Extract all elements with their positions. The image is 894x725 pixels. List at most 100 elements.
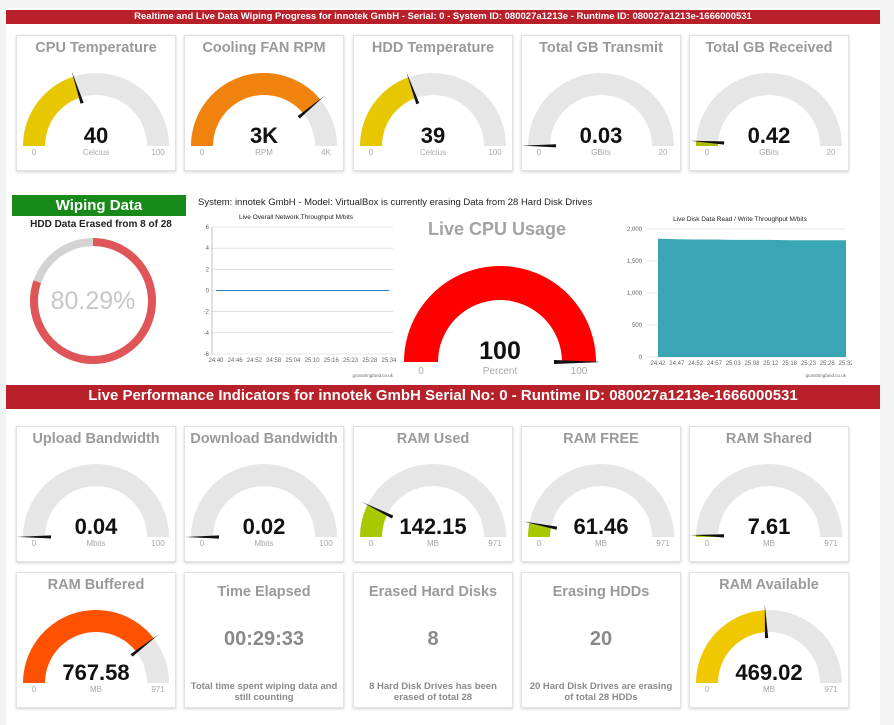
gauge-min: 0	[200, 539, 205, 548]
gauge-needle	[764, 604, 769, 639]
gauge-unit: MB	[595, 539, 607, 548]
x-tick-label: 25:04	[285, 358, 301, 364]
y-tick-label: 1,500	[627, 259, 643, 265]
gauge-unit: MB	[763, 685, 775, 694]
gauge-unit: MB	[90, 685, 102, 694]
gauge-title: RAM Used	[396, 431, 470, 447]
gauge-unit: MB	[427, 539, 439, 548]
gauge-needle	[362, 502, 394, 519]
gauge-unit: GBits	[591, 148, 611, 157]
x-tick-label: 25:28	[820, 361, 836, 367]
gauge-fill	[23, 610, 154, 683]
gauge-max: 971	[824, 539, 838, 548]
dashboard: Realtime and Live Data Wiping Progress f…	[6, 8, 880, 725]
gauge-value: 3K	[250, 123, 278, 148]
gauge-value: 142.15	[399, 514, 466, 539]
time-elapsed-card: Time Elapsed 00:29:33 Total time spent w…	[184, 572, 344, 708]
gauge-fill	[360, 77, 416, 146]
cooling-fan-rpm-gauge: Cooling FAN RPM 3K 0 RPM 4K	[184, 35, 344, 171]
cpu-temperature-gauge: CPU Temperature 40 0 Celcius 100	[16, 35, 176, 171]
gauge-track	[360, 464, 506, 537]
gauge-dial: 469.02 0 MB 971	[696, 604, 842, 694]
x-tick-label: 24:58	[266, 358, 282, 364]
gauge-track	[23, 464, 169, 537]
wiping-data-subtitle: HDD Data Erased from 8 of 28	[30, 219, 172, 230]
x-tick-label: 24:47	[669, 361, 685, 367]
wiping-progress-ring: 80.29%	[30, 238, 156, 364]
chart-title: Live Overall Network Throughput M/bits	[239, 214, 354, 221]
gauge-fill	[696, 610, 767, 683]
y-tick-label: 4	[206, 246, 210, 252]
gauge-dial: 0.02 0 Mbits 100	[185, 464, 337, 548]
gauge-title: RAM Available	[719, 577, 819, 593]
gauge-title: Upload Bandwidth	[32, 431, 160, 447]
gauge-needle	[17, 535, 52, 539]
series-area	[658, 238, 846, 357]
gauge-min: 0	[537, 539, 542, 548]
gauge-value: 61.46	[573, 514, 628, 539]
gauge-max: 100	[319, 539, 333, 548]
x-tick-label: 25:08	[744, 361, 760, 367]
gauge-value: 0.04	[75, 514, 119, 539]
x-tick-label: 25:10	[305, 358, 321, 364]
hdd-temperature-gauge: HDD Temperature 39 0 Celcius 100	[353, 35, 513, 171]
x-tick-label: 24:40	[208, 358, 224, 364]
gauge-title: HDD Temperature	[371, 40, 495, 56]
y-tick-label: 2	[206, 267, 210, 273]
erased-hard-disks-card: Erased Hard Disks 8 8 Hard Disk Drives h…	[353, 572, 513, 708]
x-tick-label: 24:42	[650, 361, 666, 367]
x-tick-label: 24:52	[247, 358, 263, 364]
gauge-max: 4K	[321, 148, 331, 157]
gauge-title: RAM Buffered	[47, 577, 145, 593]
gauge-min: 0	[32, 539, 37, 548]
gauge-title: Total GB Transmit	[539, 40, 663, 56]
x-tick-label: 25:03	[726, 361, 742, 367]
gauge-max: 20	[659, 148, 668, 157]
gauge-unit: Celcius	[420, 148, 446, 157]
system-status-text: System: innotek GmbH - Model: VirtualBox…	[198, 197, 593, 208]
ram-buffered-gauge: RAM Buffered 767.58 0 MB 971	[16, 572, 176, 708]
cpu-usage-title: Live CPU Usage	[427, 219, 567, 239]
wiping-data-title: Wiping Data	[12, 195, 186, 216]
y-tick-label: -4	[204, 331, 210, 337]
gauge-needle	[297, 95, 325, 119]
gauge-unit: RPM	[255, 148, 273, 157]
gauge-unit: Celcius	[83, 148, 109, 157]
ram-available-gauge: RAM Available 469.02 0 MB 971	[689, 572, 849, 708]
gauge-dial: 61.46 0 MB 971	[523, 464, 674, 548]
gauge-value: 40	[84, 123, 108, 148]
gauge-needle	[71, 70, 84, 104]
gauge-title: Cooling FAN RPM	[202, 40, 326, 56]
gauge-value: 100	[479, 337, 521, 365]
x-tick-label: 25:23	[801, 361, 817, 367]
gauge-unit: GBits	[759, 148, 779, 157]
y-tick-label: 500	[632, 323, 643, 329]
gauge-fill	[23, 76, 81, 146]
gauge-needle	[130, 634, 159, 657]
x-tick-label: 25:16	[324, 358, 340, 364]
x-tick-label: 24:46	[228, 358, 244, 364]
erased-hard-disks-title: Erased Hard Disks	[368, 584, 498, 600]
gauge-max: 100	[571, 366, 588, 374]
gauge-dial: 0.04 0 Mbits 100	[17, 464, 169, 548]
gauge-dial: 39 0 Celcius 100	[360, 71, 506, 157]
y-tick-label: 0	[639, 355, 643, 361]
chart-credit: grosstringfand.co.uk	[352, 373, 393, 378]
x-tick-label: 24:52	[688, 361, 704, 367]
ram-shared-gauge: RAM Shared 7.61 0 MB 971	[689, 426, 849, 562]
time-elapsed-description: Total time spent wiping data and still c…	[190, 681, 338, 703]
gauge-needle	[406, 71, 420, 105]
time-elapsed-title: Time Elapsed	[217, 584, 311, 600]
x-tick-label: 25:28	[362, 358, 378, 364]
disk-throughput-chart: Live Disk Data Read / Write Throughput M…	[627, 216, 852, 378]
gauge-track	[696, 73, 842, 146]
gauge-dial: 142.15 0 MB 971	[360, 464, 506, 548]
gauge-dial: 0.03 0 GBits 20	[522, 73, 674, 157]
erasing-hdds-value: 20	[589, 628, 613, 650]
x-tick-label: 25:32	[838, 361, 852, 367]
gauge-max: 971	[824, 685, 838, 694]
total-gb-received-gauge: Total GB Received 0.42 0 GBits 20	[689, 35, 849, 171]
gauge-title: RAM FREE	[563, 431, 639, 447]
gauge-needle	[185, 535, 220, 539]
